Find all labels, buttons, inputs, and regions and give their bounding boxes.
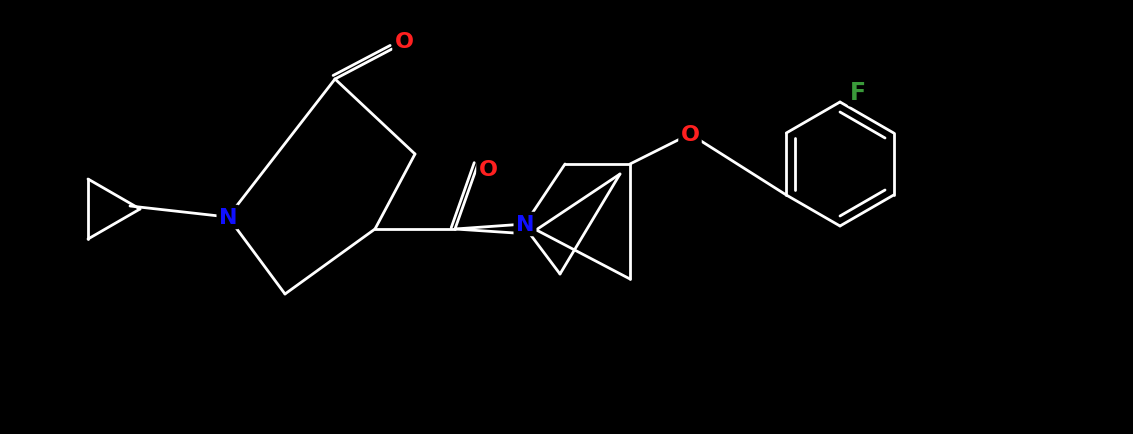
Text: O: O (681, 125, 699, 145)
Text: F: F (850, 81, 866, 105)
Text: N: N (516, 214, 535, 234)
Text: O: O (394, 32, 414, 52)
Text: O: O (478, 160, 497, 180)
Text: N: N (219, 207, 237, 227)
